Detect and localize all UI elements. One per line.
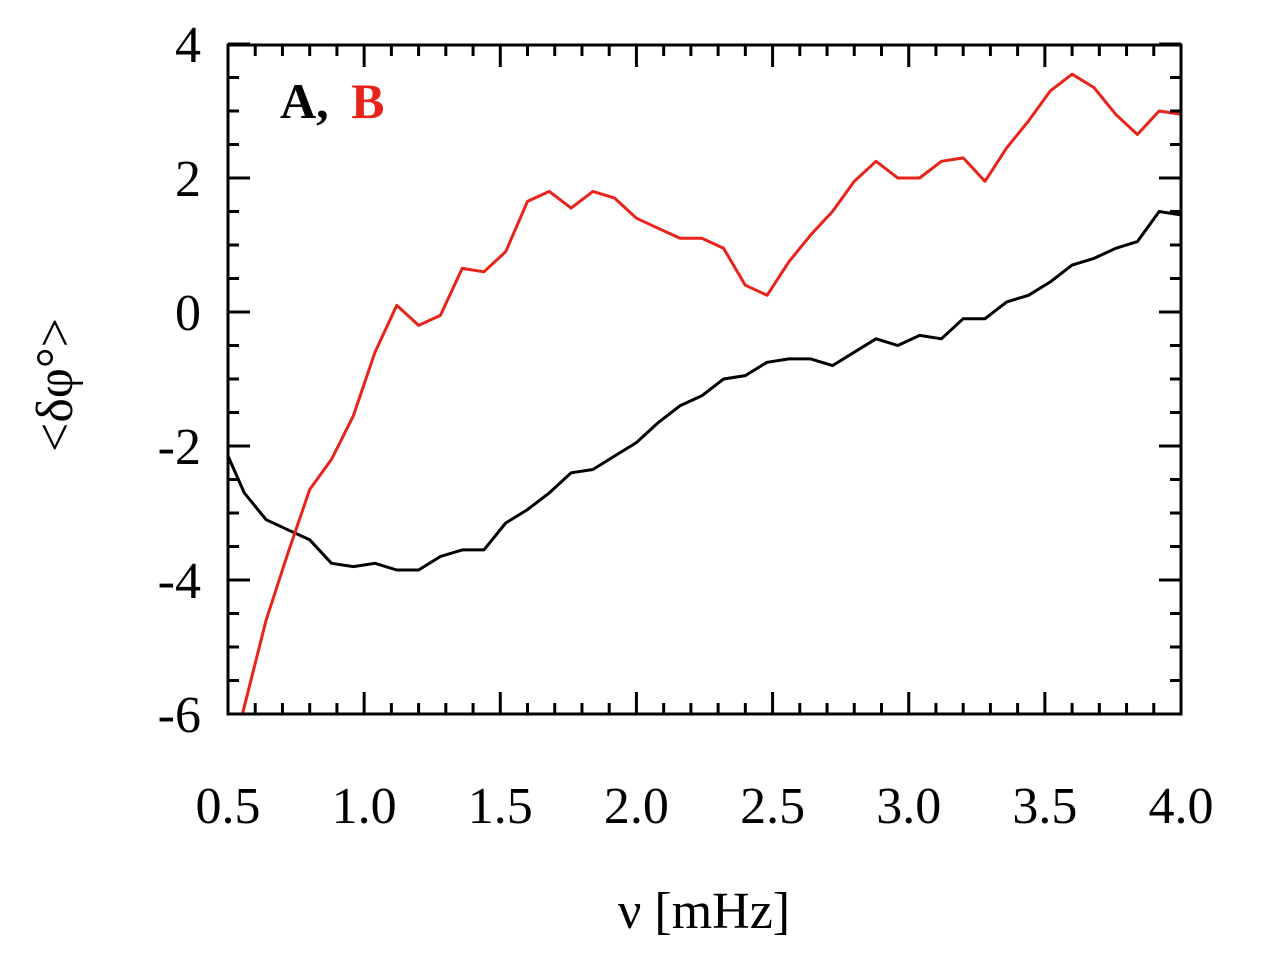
- tick-marks: [226, 42, 1183, 716]
- plot-frame: [226, 43, 1183, 716]
- legend-prefix: A,: [280, 73, 329, 129]
- legend: A, B: [280, 73, 384, 129]
- x-tick-label: 4.0: [1149, 778, 1214, 835]
- x-tick-label: 2.5: [740, 778, 805, 835]
- x-tick-label: 0.5: [196, 778, 261, 835]
- series-line-a: [228, 210, 1181, 572]
- y-tick-label: -4: [158, 553, 201, 610]
- x-tick-label: 1.5: [468, 778, 533, 835]
- x-tick-label: 1.0: [332, 778, 397, 835]
- y-tick-label: -6: [158, 687, 201, 744]
- series-layer: [228, 72, 1181, 714]
- x-tick-label: 3.0: [876, 778, 941, 835]
- y-tick-label: 4: [175, 17, 201, 74]
- y-tick-label: -2: [158, 419, 201, 476]
- y-tick-label: 0: [175, 285, 201, 342]
- x-tick-label: 3.5: [1012, 778, 1077, 835]
- y-axis-title: <δφ°>: [27, 318, 84, 452]
- x-tick-label: 2.0: [604, 778, 669, 835]
- tick-labels: 0.5 1.0 1.5 2.0 2.5 3.0 3.5 4.0 4 2 0 -2 -4 -6: [158, 17, 1214, 835]
- series-line-b: [240, 72, 1181, 714]
- legend-label-b: B: [351, 73, 384, 129]
- x-axis-title: ν [mHz]: [618, 883, 790, 940]
- y-tick-label: 2: [175, 151, 201, 208]
